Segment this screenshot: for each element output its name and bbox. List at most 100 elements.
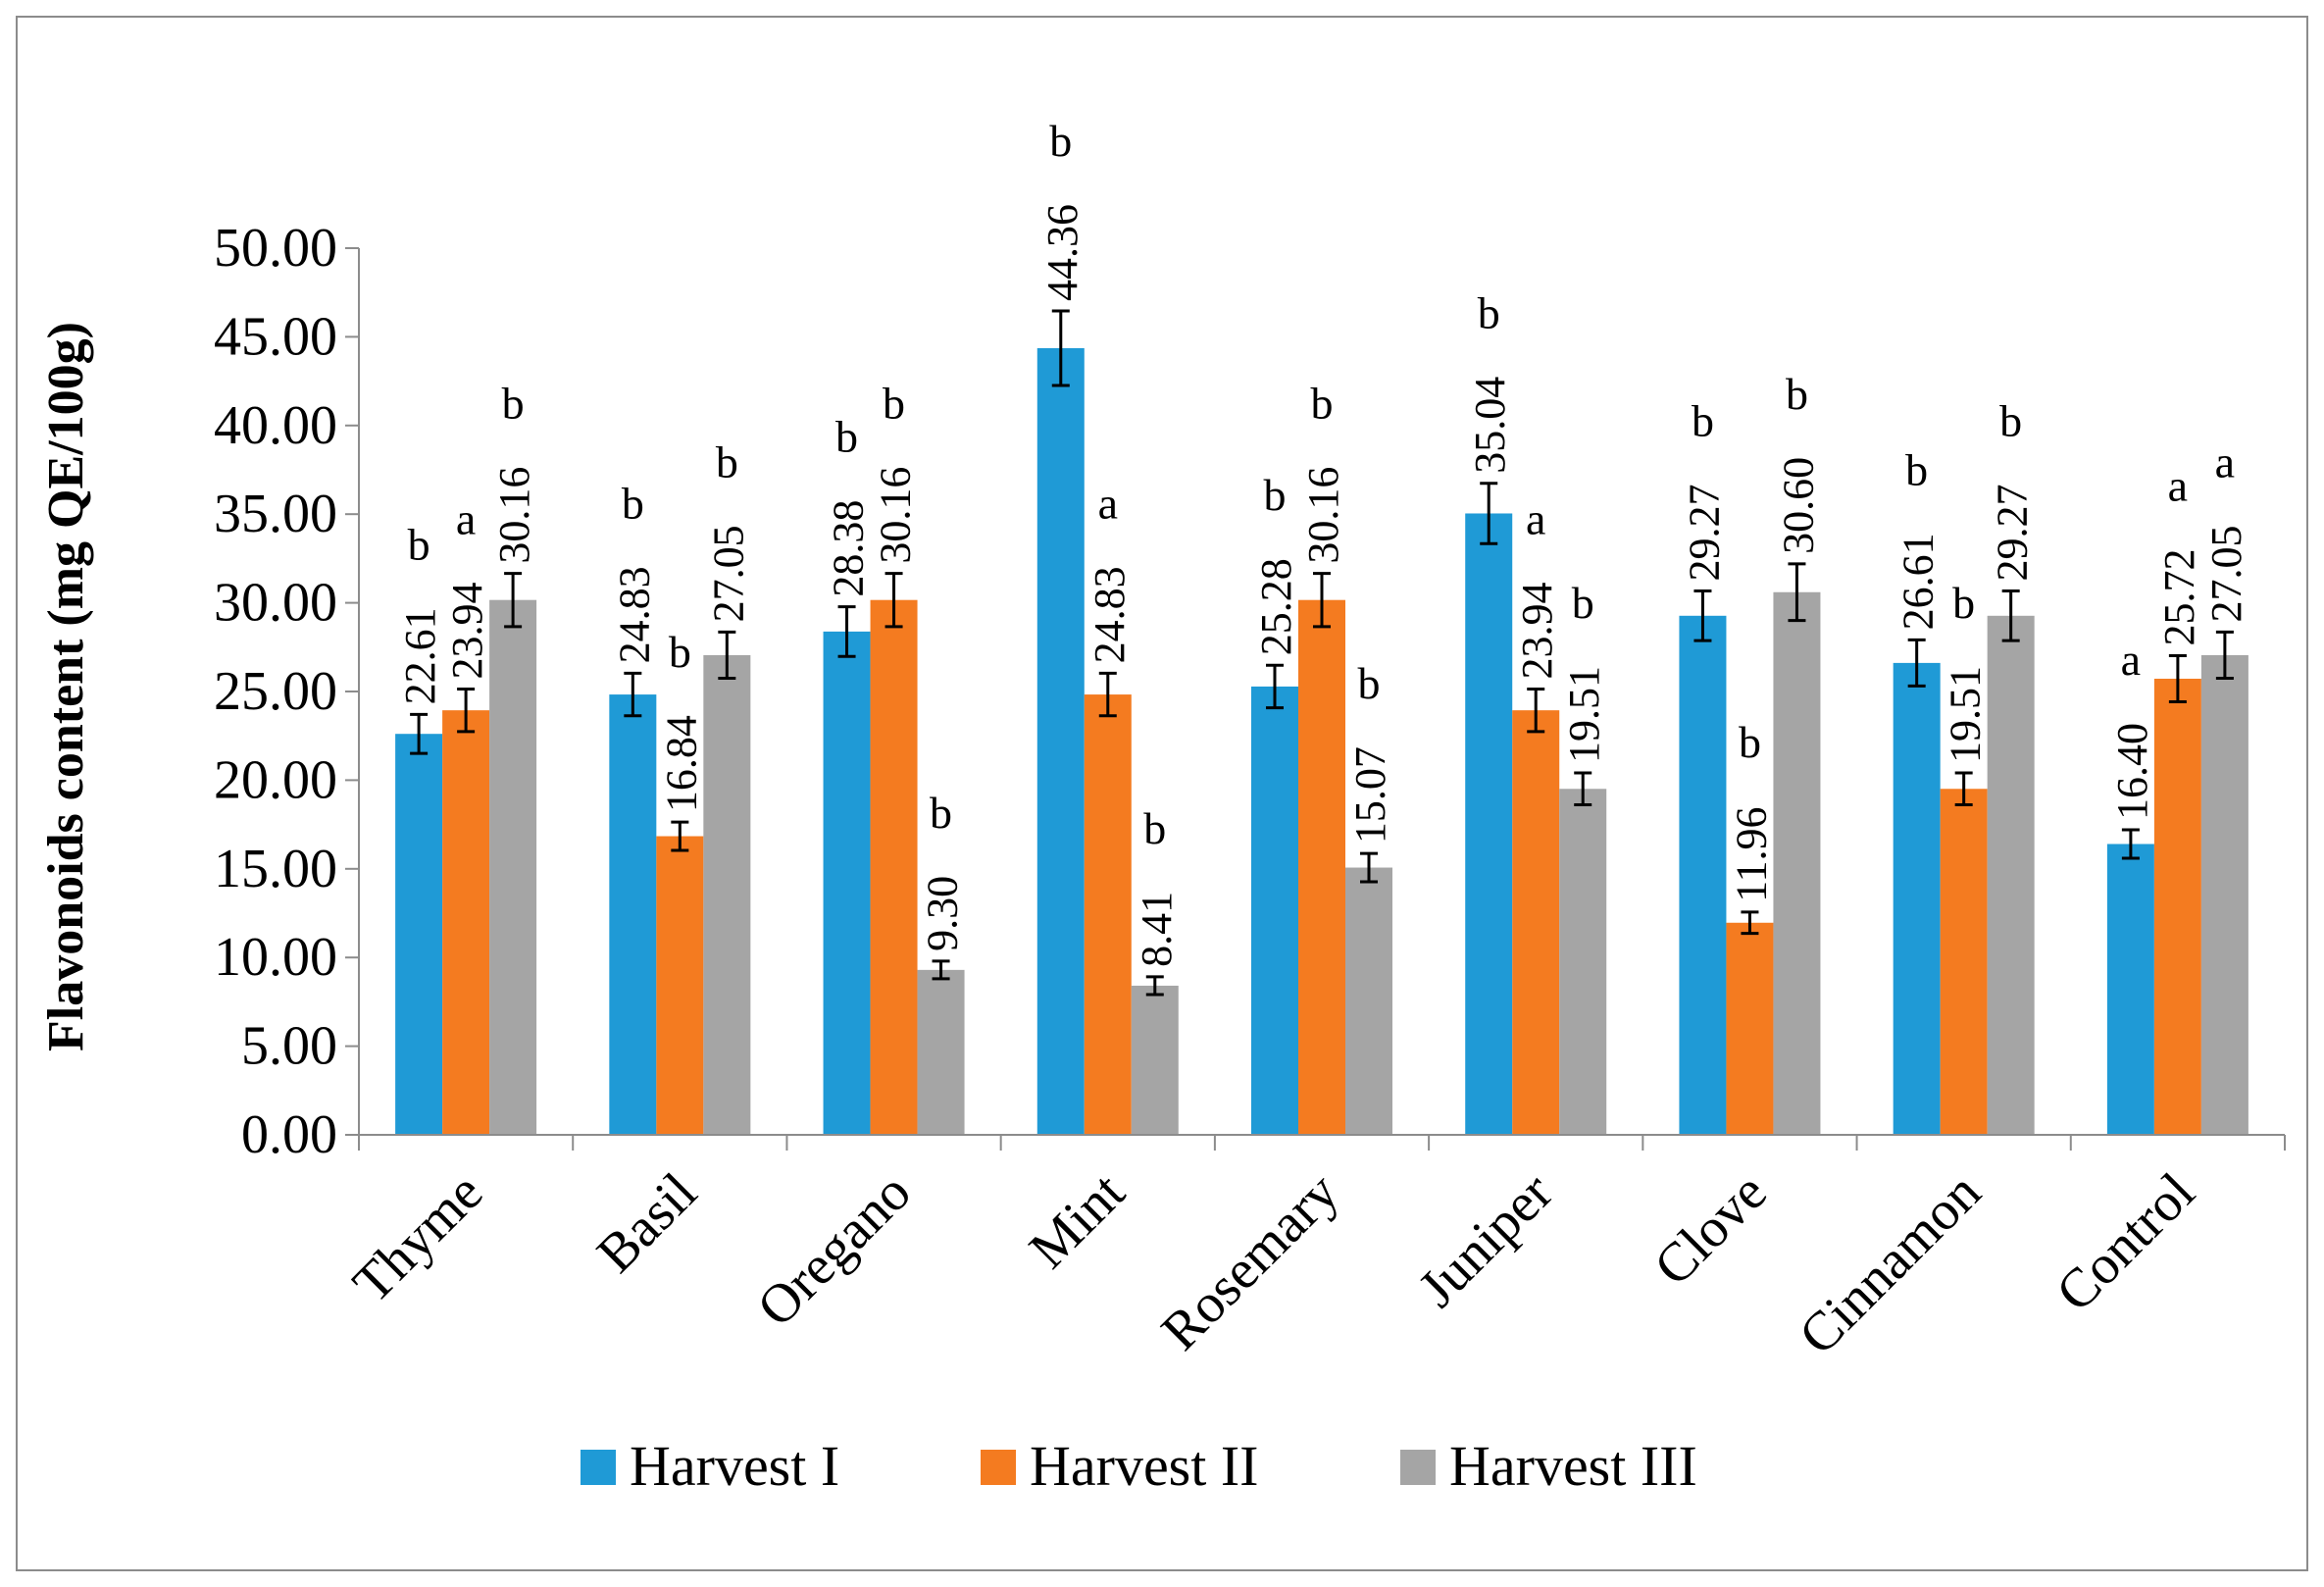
x-tick-label: Thyme <box>341 1161 494 1314</box>
legend-label: Harvest II <box>1030 1434 1259 1498</box>
bar <box>917 969 965 1135</box>
bar <box>1559 789 1607 1135</box>
bar <box>489 599 537 1135</box>
data-label: 27.05 <box>2202 525 2250 622</box>
bar <box>1251 686 1298 1135</box>
bar <box>1893 662 1941 1135</box>
data-label: 15.07 <box>1346 746 1394 844</box>
significance-letter: b <box>1049 116 1072 166</box>
significance-letter: b <box>1358 658 1381 708</box>
significance-letter: b <box>669 627 691 677</box>
significance-letter: b <box>1478 288 1500 338</box>
data-label: 23.94 <box>1513 582 1561 679</box>
data-label: 16.84 <box>657 715 705 812</box>
significance-letter: b <box>1311 379 1334 429</box>
bar <box>1679 615 1727 1135</box>
significance-letter: b <box>1572 578 1594 628</box>
x-tick-label: Basil <box>585 1161 708 1284</box>
data-label: 8.41 <box>1133 892 1181 967</box>
bar <box>1773 591 1821 1135</box>
y-tick-label: 20.00 <box>214 749 337 810</box>
bar <box>1131 985 1179 1135</box>
significance-letter: b <box>1786 369 1808 419</box>
x-tick-label: Juniper <box>1407 1161 1565 1319</box>
y-tick-label: 10.00 <box>214 927 337 988</box>
legend-swatch <box>581 1450 616 1485</box>
series-harvest-iii: 30.16 b 27.05 b 9.30 b 8.41 b 15.07 b 19.51 b 30.60 b… <box>489 369 2250 1135</box>
significance-letter: b <box>835 412 858 462</box>
significance-letter: b <box>1905 444 1928 494</box>
bar <box>1987 615 2035 1135</box>
y-tick-label: 5.00 <box>241 1016 337 1077</box>
significance-letter: b <box>622 478 644 528</box>
bar <box>1726 922 1774 1135</box>
legend-item: Harvest II <box>981 1434 1259 1498</box>
y-tick-label: 45.00 <box>214 306 337 367</box>
data-label: 19.51 <box>1560 666 1608 763</box>
significance-letter: b <box>1952 578 1975 628</box>
x-tick-label: Cinnamon <box>1788 1161 1993 1366</box>
x-tick-label: Oregano <box>746 1161 923 1338</box>
bar <box>656 836 704 1135</box>
data-label: 26.61 <box>1895 533 1943 630</box>
bar <box>1465 513 1513 1135</box>
legend-swatch <box>1400 1450 1436 1485</box>
data-label: 25.28 <box>1252 558 1300 655</box>
bar <box>823 631 871 1135</box>
bar <box>703 654 751 1135</box>
bar <box>1345 867 1392 1135</box>
y-tick-label: 25.00 <box>214 661 337 722</box>
significance-letter: b <box>1143 803 1166 853</box>
bar <box>2106 844 2154 1135</box>
legend-label: Harvest I <box>630 1434 839 1498</box>
significance-letter: a <box>2168 460 2188 510</box>
significance-letter: b <box>1739 717 1761 767</box>
data-label: 30.16 <box>1299 467 1347 564</box>
data-label: 28.38 <box>825 500 873 597</box>
y-tick-label: 50.00 <box>214 218 337 279</box>
legend-swatch <box>981 1450 1016 1485</box>
bar <box>1940 789 1988 1135</box>
bar <box>2153 678 2201 1135</box>
significance-letter: a <box>1098 478 1118 528</box>
significance-letter: b <box>716 436 738 486</box>
data-label: 16.40 <box>2108 723 2156 820</box>
x-tick-label: Rosemary <box>1150 1161 1350 1361</box>
y-tick-label: 15.00 <box>214 839 337 899</box>
data-label: 24.83 <box>1086 566 1134 663</box>
data-label: 24.83 <box>610 566 658 663</box>
x-axis: Thyme Basil Oregano Mint Rosemary Juniper Clov… <box>341 1134 2286 1366</box>
data-label: 25.72 <box>2155 548 2203 645</box>
bar <box>2200 654 2248 1135</box>
data-label: 9.30 <box>919 876 967 951</box>
data-label: 30.60 <box>1774 457 1822 554</box>
x-tick-label: Mint <box>1018 1161 1137 1280</box>
significance-letter: b <box>502 379 525 429</box>
significance-letter: b <box>930 788 952 838</box>
legend-label: Harvest III <box>1449 1434 1697 1498</box>
data-label: 29.27 <box>1680 484 1728 581</box>
legend: Harvest I Harvest II Harvest III <box>581 1434 1697 1498</box>
significance-letter: b <box>1999 395 2022 445</box>
significance-letter: a <box>2121 635 2141 685</box>
y-tick-label: 40.00 <box>214 395 337 456</box>
data-label: 29.27 <box>1989 484 2037 581</box>
bar <box>442 710 490 1135</box>
bar <box>395 734 443 1135</box>
x-tick-label: Clove <box>1642 1161 1778 1297</box>
data-label: 11.96 <box>1727 807 1775 902</box>
bar <box>1512 710 1560 1135</box>
data-label: 35.04 <box>1466 377 1514 474</box>
data-label: 27.05 <box>704 525 752 622</box>
significance-letter: a <box>456 493 476 543</box>
data-label: 23.94 <box>443 582 491 679</box>
significance-letter: a <box>1526 493 1545 543</box>
bar <box>1298 599 1345 1135</box>
legend-item: Harvest III <box>1400 1434 1697 1498</box>
significance-letter: b <box>1692 395 1714 445</box>
data-label: 30.16 <box>872 467 920 564</box>
y-tick-label: 0.00 <box>241 1104 337 1165</box>
